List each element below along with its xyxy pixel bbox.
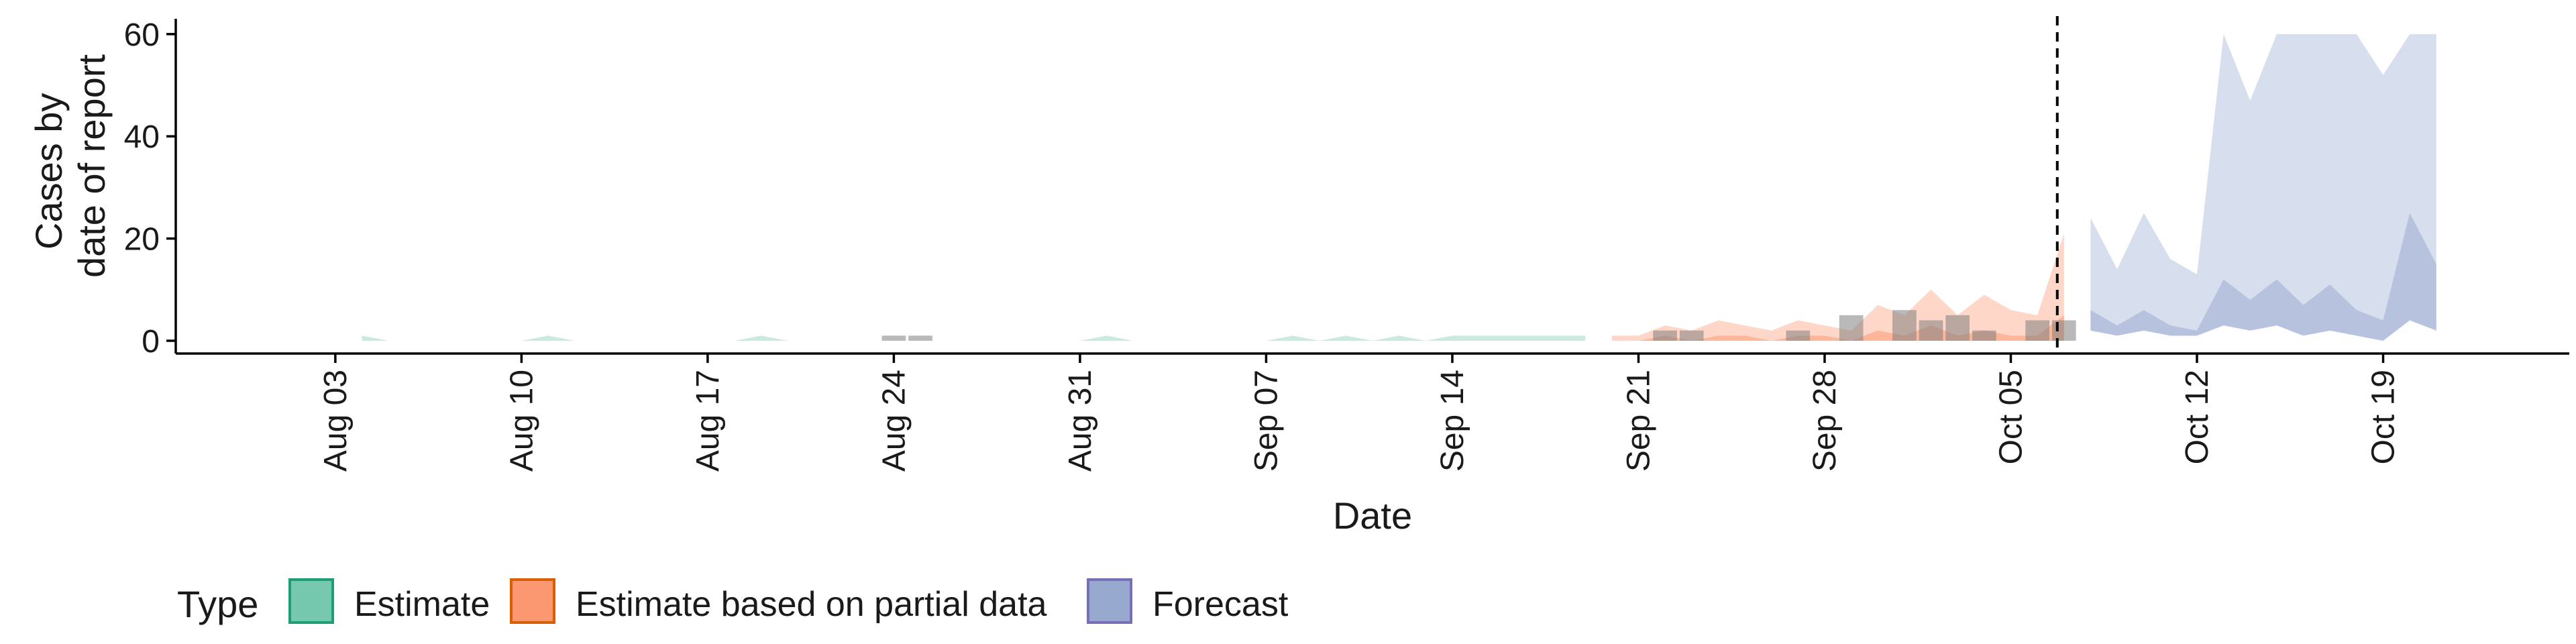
area-ci90-series-2 <box>2090 34 2436 341</box>
legend-label-0: Estimate <box>354 585 490 624</box>
x-tick-label-6: Sep 14 <box>1435 370 1470 472</box>
observed-bar-10 <box>2025 320 2049 341</box>
y-tick-label-0: 0 <box>142 324 160 360</box>
x-tick-label-2: Aug 17 <box>690 370 726 472</box>
x-tick-label-7: Sep 21 <box>1621 370 1656 472</box>
x-tick-label-1: Aug 10 <box>504 370 539 472</box>
x-tick-label-10: Oct 12 <box>2180 370 2215 464</box>
legend-title: Type <box>177 583 258 625</box>
observed-bar-3 <box>1679 330 1704 341</box>
area-bands <box>362 34 2436 341</box>
observed-bar-2 <box>1653 330 1677 341</box>
legend: Type Estimate Estimate based on partial d… <box>177 578 1289 625</box>
x-tick-label-11: Oct 19 <box>2365 370 2401 464</box>
x-axis-title: Date <box>1333 494 1412 537</box>
observed-bar-6 <box>1892 310 1917 341</box>
area-ci90-series-0 <box>362 335 1586 341</box>
observed-bar-11 <box>2051 320 2076 341</box>
x-tick-label-5: Sep 07 <box>1248 370 1284 472</box>
y-tick-label-2: 40 <box>124 119 160 155</box>
x-tick-label-0: Aug 03 <box>318 370 354 472</box>
x-tick-label-3: Aug 24 <box>876 370 912 472</box>
x-tick-label-8: Sep 28 <box>1807 370 1843 472</box>
observed-bar-0 <box>881 335 906 341</box>
legend-label-2: Forecast <box>1152 585 1289 624</box>
y-axis-title-line-2: date of report <box>70 54 113 278</box>
area-ci50-series-2 <box>2090 213 2436 341</box>
legend-swatch-2 <box>1087 578 1132 624</box>
area-ci90-series-1 <box>1611 233 2064 341</box>
legend-label-1: Estimate based on partial data <box>576 585 1047 624</box>
x-tick-label-4: Aug 31 <box>1063 370 1098 472</box>
observed-bar-5 <box>1839 315 1864 341</box>
y-axis-title: Cases by date of report <box>28 54 113 278</box>
legend-swatch-0 <box>288 578 334 624</box>
y-tick-label-1: 20 <box>124 222 160 258</box>
y-axis-title-line-1: Cases by <box>28 93 70 250</box>
observed-bar-7 <box>1919 320 1943 341</box>
x-tick-label-9: Oct 05 <box>1993 370 2029 464</box>
legend-swatch-1 <box>510 578 555 624</box>
observed-bar-9 <box>1972 330 1996 341</box>
y-ticks: 0 20 40 60 <box>124 17 176 360</box>
x-ticks: Aug 03 Aug 10 Aug 17 Aug 24 Aug 31 Sep 07 Sep … <box>318 354 2401 472</box>
observed-bar-4 <box>1786 330 1811 341</box>
observed-bar-1 <box>908 335 932 341</box>
observed-bar-8 <box>1945 315 1970 341</box>
y-tick-label-3: 60 <box>124 17 160 53</box>
